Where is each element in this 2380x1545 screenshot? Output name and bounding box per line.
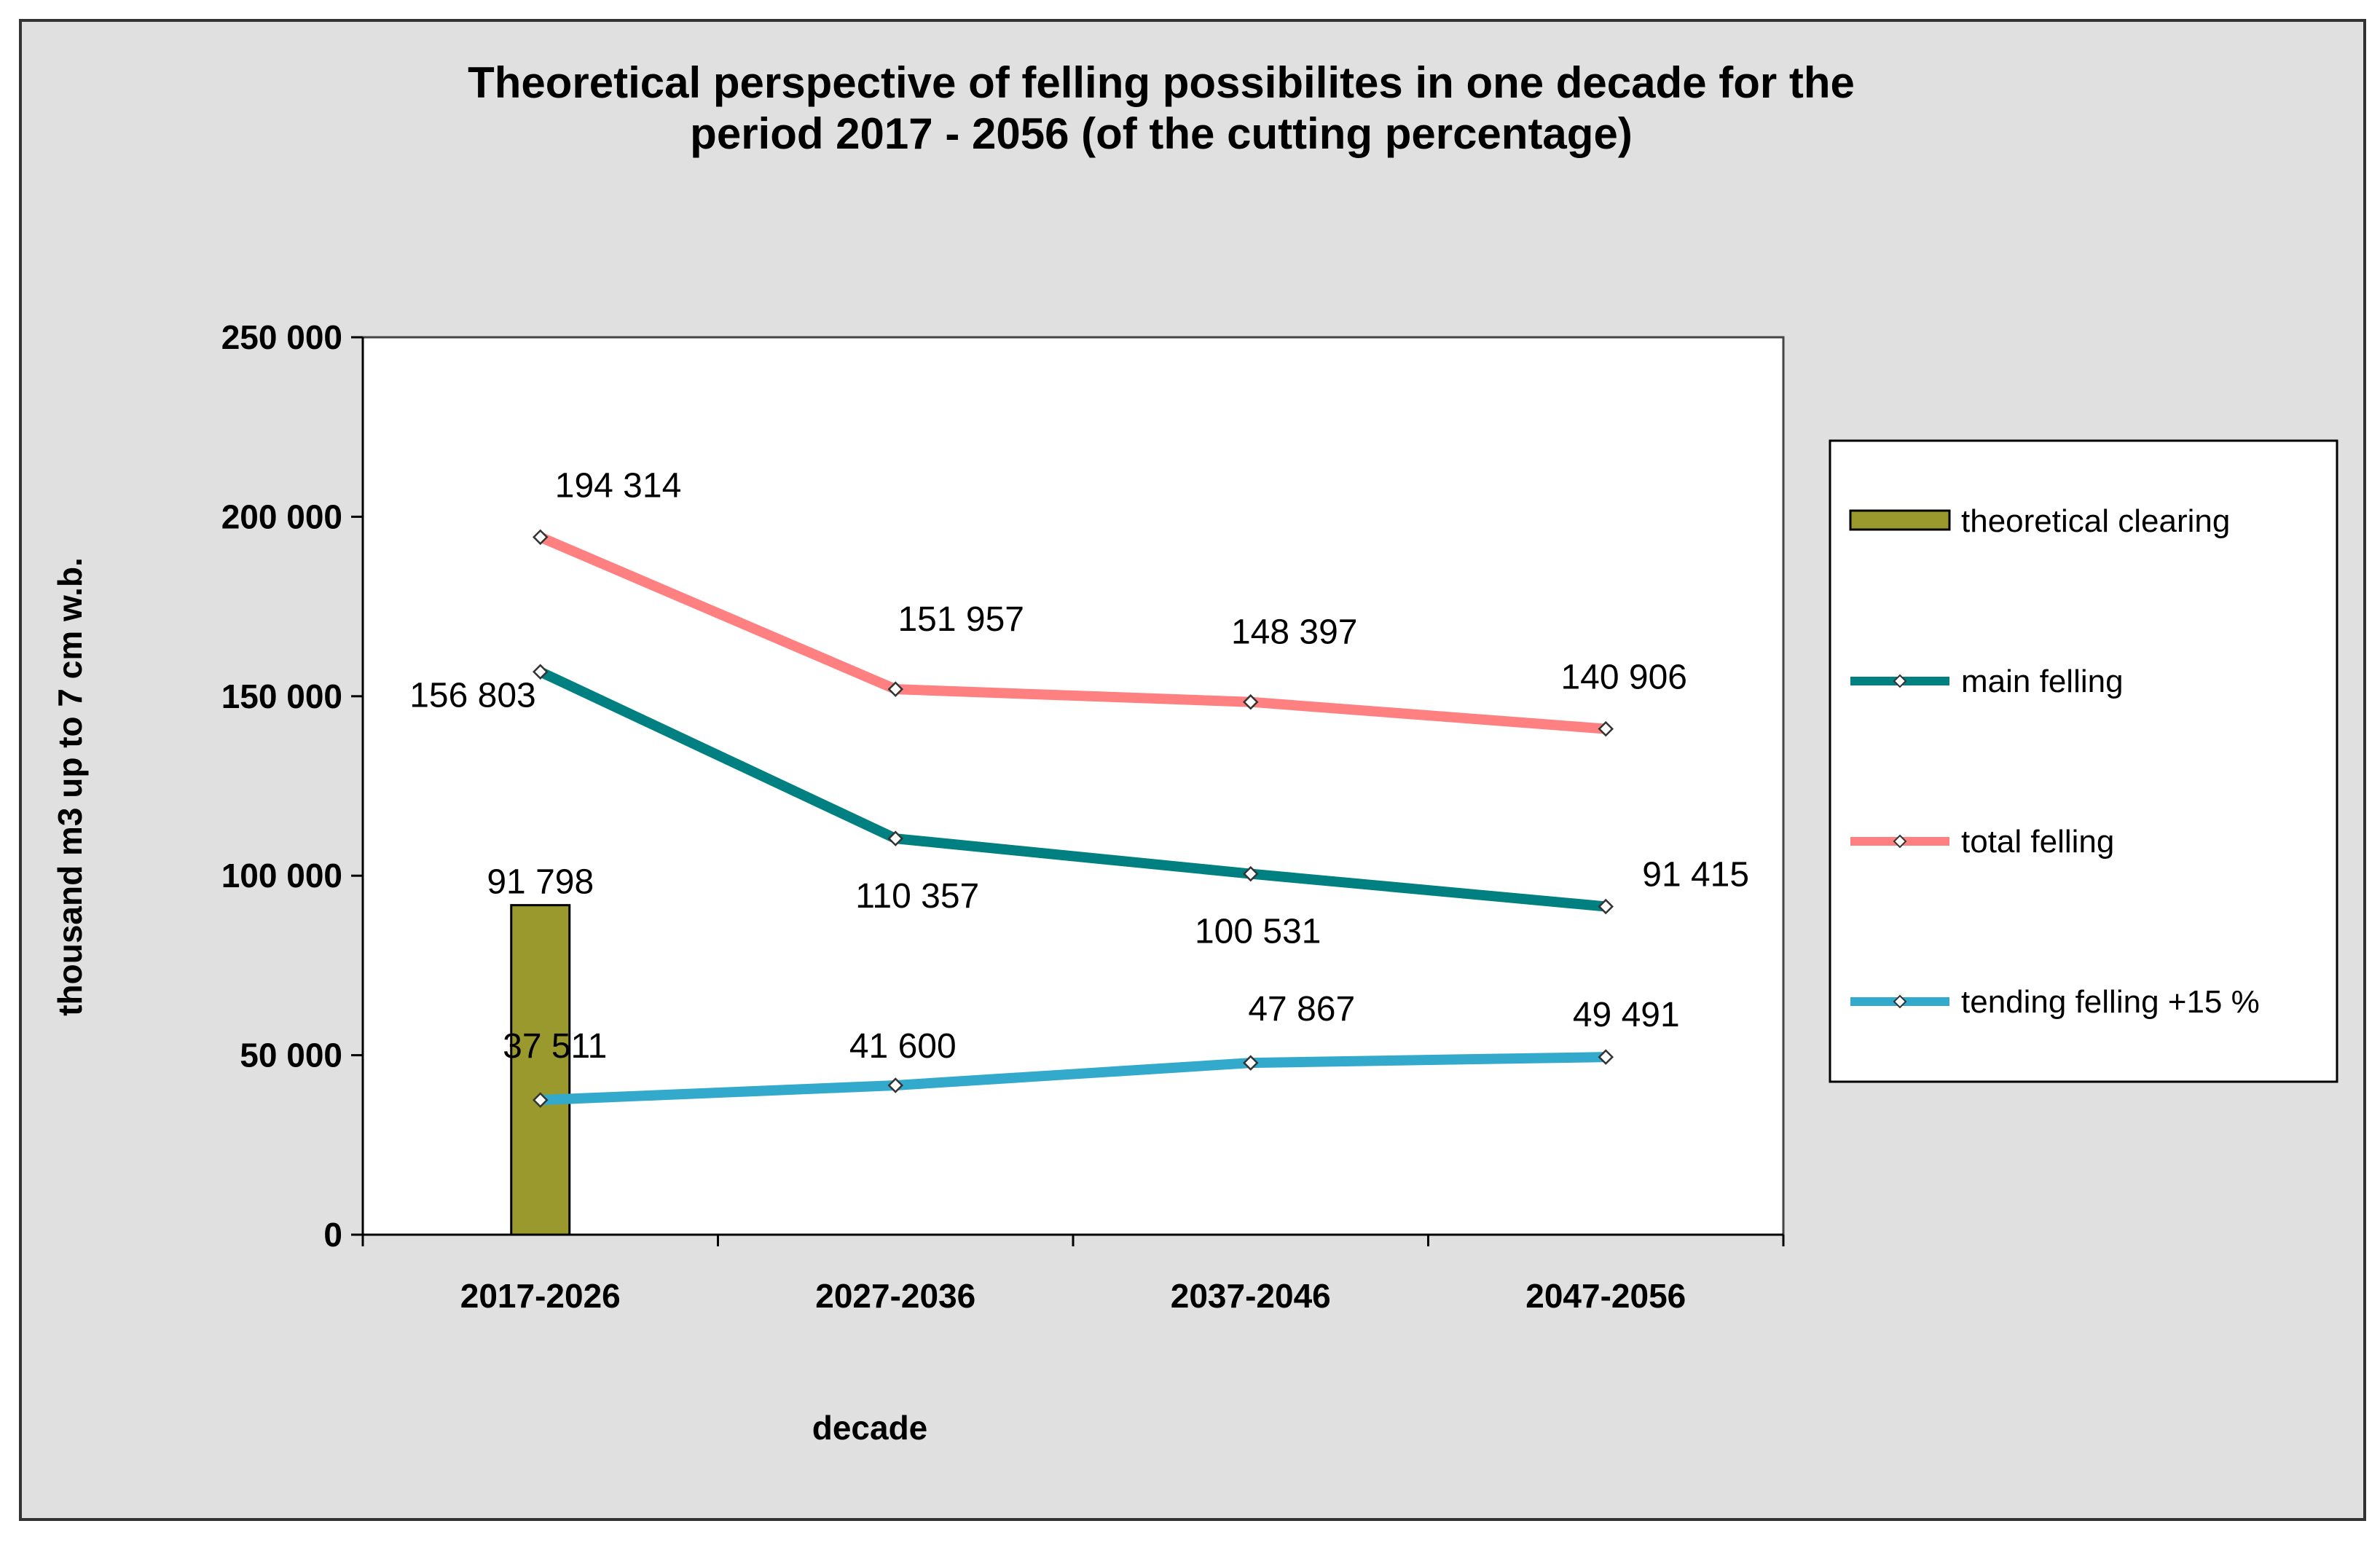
y-tick-label: 0 (323, 1216, 342, 1254)
data-label-total-felling: 148 397 (1231, 613, 1358, 652)
legend-label-total-felling: total felling (1961, 824, 2114, 860)
y-tick-label: 150 000 (221, 677, 342, 715)
plot-area (361, 336, 1785, 1236)
data-label-total-felling: 151 957 (898, 600, 1024, 639)
bar-series (510, 904, 571, 1236)
y-axis-title: thousand m3 up to 7 cm w.b. (51, 557, 89, 1016)
point-marker-total-felling (887, 681, 904, 697)
data-label-total-felling: 194 314 (555, 466, 682, 505)
data-label-tending-felling-15: 49 491 (1573, 996, 1680, 1034)
data-labels: 91 798 156 803 110 357 100 531 91 415 194 314… (409, 466, 1749, 1066)
x-tick-label: 2037-2046 (1171, 1277, 1331, 1315)
bar-theoretical-clearing (510, 904, 571, 1236)
point-marker-main-felling (887, 830, 904, 846)
line-total-felling (535, 532, 1611, 734)
y-tick-label: 200 000 (221, 498, 342, 535)
legend-label-theoretical-clearing: theoretical clearing (1961, 503, 2230, 539)
legend-marker-tending-felling-15 (1893, 994, 1907, 1009)
data-label-tending-felling-15: 47 867 (1248, 990, 1355, 1029)
legend-box (1829, 439, 2338, 1083)
data-label-main-felling: 156 803 (409, 676, 536, 715)
legend-swatch-theoretical-clearing (1849, 509, 1951, 531)
chart-title-line-1: Theoretical perspective of felling possi… (468, 58, 1855, 107)
x-axis-title: decade (812, 1409, 928, 1447)
line-series (532, 529, 1614, 1108)
x-tick-label: 2017-2026 (460, 1277, 621, 1315)
point-marker-main-felling (532, 664, 549, 680)
point-marker-tending-felling-15 (887, 1077, 904, 1093)
point-marker-tending-felling-15 (1598, 1049, 1614, 1065)
y-tick-label: 250 000 (221, 318, 342, 356)
point-marker-main-felling (1242, 865, 1259, 882)
data-label-total-felling: 140 906 (1560, 659, 1687, 697)
legend-label-tending-felling-15: tending felling +15 % (1961, 984, 2260, 1020)
y-tick-label: 100 000 (221, 857, 342, 895)
point-marker-tending-felling-15 (1242, 1055, 1259, 1071)
line-tending-felling-15 (535, 1052, 1611, 1106)
y-axis-ticks: 0 50 000 100 000 150 000 200 000 250 000 (221, 318, 363, 1254)
point-marker-main-felling (1598, 898, 1614, 915)
legend-marker-total-felling (1893, 834, 1907, 849)
data-label-main-felling: 110 357 (855, 877, 979, 916)
point-marker-total-felling (1598, 720, 1614, 737)
legend: theoretical clearing main felling total fe… (1849, 503, 2260, 1020)
point-marker-tending-felling-15 (532, 1092, 549, 1108)
line-main-felling (535, 667, 1611, 912)
x-tick-label: 2027-2036 (815, 1277, 975, 1315)
legend-label-main-felling: main felling (1961, 664, 2124, 699)
point-marker-total-felling (1242, 693, 1259, 710)
chart-title-line-2: period 2017 - 2056 (of the cutting perce… (690, 109, 1633, 158)
data-label-tending-felling-15: 41 600 (849, 1027, 957, 1066)
data-label-tending-felling-15: 37 511 (503, 1027, 607, 1066)
data-label-theoretical-clearing: 91 798 (487, 863, 594, 902)
x-tick-label: 2047-2056 (1525, 1277, 1686, 1315)
data-label-main-felling: 91 415 (1642, 856, 1749, 895)
point-marker-total-felling (532, 529, 549, 546)
y-tick-label: 50 000 (240, 1037, 342, 1074)
legend-marker-main-felling (1893, 674, 1907, 688)
x-axis-ticks: 2017-2026 2027-2036 2037-2046 2047-2056 (361, 1235, 1785, 1315)
data-label-main-felling: 100 531 (1195, 913, 1321, 951)
